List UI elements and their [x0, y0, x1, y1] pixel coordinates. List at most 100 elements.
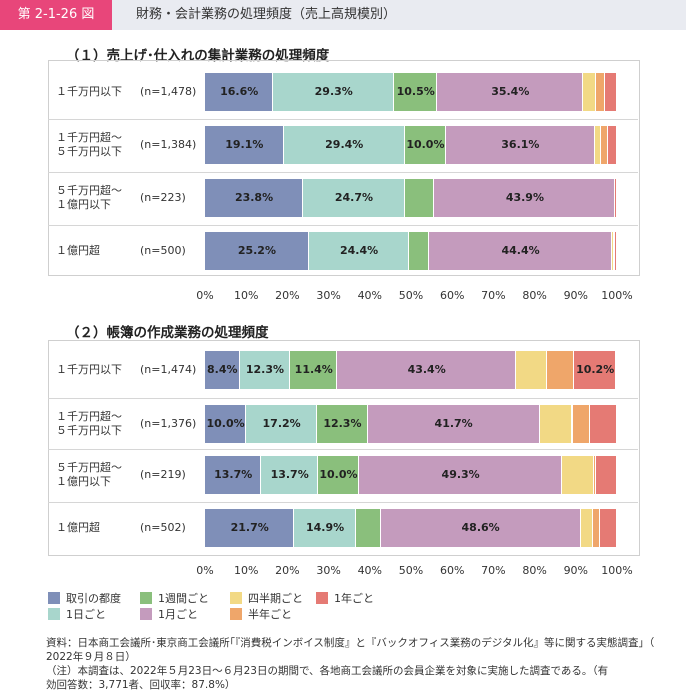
data-label: 10.2% — [576, 363, 615, 376]
legend-swatch — [316, 592, 328, 604]
x-tick-label: 80% — [522, 564, 547, 577]
sample-size-label: (n=500) — [140, 244, 186, 257]
note-line-1: （注）本調査は、2022年５月23日～６月23日の期間で、各地商工会議所の会員企… — [46, 665, 609, 677]
x-tick-label: 40% — [357, 289, 383, 302]
data-label: 44.4% — [501, 244, 540, 257]
data-label: 13.7% — [270, 468, 309, 481]
category-label: ５千万円超～ １億円以下 — [56, 184, 122, 211]
legend-label: 半年ごと — [248, 608, 292, 621]
data-label: 35.4% — [491, 85, 530, 98]
bar-segment — [294, 509, 356, 547]
legend-label: 1週間ごと — [158, 592, 209, 605]
legend-swatch — [230, 608, 242, 620]
data-label: 19.1% — [225, 138, 264, 151]
chart-frame — [48, 340, 640, 556]
data-label: 29.3% — [314, 85, 353, 98]
x-tick-label: 30% — [316, 564, 341, 577]
bar-segment — [615, 232, 617, 270]
legend-item: 1週間ごと — [140, 592, 209, 606]
category-label: １千万円以下 — [56, 363, 122, 376]
sample-size-label: (n=1,478) — [140, 85, 197, 98]
bar-segment — [600, 509, 617, 547]
legend-label: 取引の都度 — [66, 592, 121, 605]
category-label: １億円超 — [56, 244, 100, 257]
data-label: 49.3% — [441, 468, 480, 481]
bar-segment — [380, 509, 581, 547]
bar-segment — [572, 405, 590, 443]
data-label: 12.3% — [323, 417, 362, 430]
bar-segment — [290, 351, 338, 389]
x-tick-label: 20% — [275, 564, 300, 577]
data-label: 10.0% — [319, 468, 358, 481]
bar-segment — [337, 351, 517, 389]
bar-segment — [437, 73, 584, 111]
figure-number-badge: 第 2-1-26 図 — [0, 0, 112, 30]
legend-item: 半年ごと — [230, 608, 292, 622]
source-line-2: 2022年９月８日） — [46, 651, 136, 663]
legend-label: 1月ごと — [158, 608, 198, 621]
bar-segment — [596, 456, 617, 494]
data-label: 10.0% — [406, 138, 445, 151]
row-separator — [48, 449, 638, 450]
bar-segment — [546, 351, 575, 389]
bar-segment — [246, 405, 318, 443]
data-label: 23.8% — [234, 191, 274, 204]
sample-size-label: (n=502) — [140, 521, 186, 534]
bar-segment — [205, 405, 247, 443]
data-label: 16.6% — [220, 85, 259, 98]
data-label: 21.7% — [230, 521, 269, 534]
x-tick-label: 100% — [601, 289, 633, 302]
x-tick-label: 0% — [196, 564, 214, 577]
bar-segment — [205, 351, 240, 389]
x-tick-label: 50% — [398, 289, 424, 302]
data-label: 24.4% — [339, 244, 379, 257]
bar-segment — [317, 456, 360, 494]
bar-segment — [205, 179, 304, 217]
data-label: 12.3% — [245, 363, 285, 376]
bar-segment — [273, 73, 395, 111]
bar-segment — [589, 405, 617, 443]
legend-swatch — [140, 608, 152, 620]
legend-label: 1年ごと — [334, 592, 374, 605]
x-tick-label: 10% — [233, 564, 259, 577]
bar-segment — [446, 126, 595, 164]
bar-segment — [608, 126, 617, 164]
bar-segment — [516, 351, 547, 389]
sample-size-label: (n=1,376) — [140, 417, 197, 430]
legend-swatch — [140, 592, 152, 604]
data-label: 36.1% — [501, 138, 540, 151]
bar-segment — [580, 509, 594, 547]
sample-size-label: (n=1,384) — [140, 138, 197, 151]
row-separator — [48, 172, 638, 173]
bar-segment — [303, 179, 405, 217]
legend-item: 四半期ごと — [230, 592, 303, 606]
data-label: 14.9% — [305, 521, 345, 534]
x-tick-label: 70% — [481, 289, 506, 302]
bar-segment — [205, 73, 274, 111]
row-separator — [48, 225, 638, 226]
data-label: 10.0% — [206, 417, 245, 430]
sample-size-label: (n=219) — [140, 468, 186, 481]
bar-segment — [404, 126, 446, 164]
bar-segment — [593, 509, 601, 547]
bar-segment — [404, 179, 435, 217]
chart-title: （２）帳簿の作成業務の処理頻度 — [66, 325, 269, 341]
source-line-1: 資料：日本商工会議所･東京商工会議所｢『消費税インボイス制度』と『バックオフィス… — [46, 637, 655, 649]
bar-segment — [205, 456, 262, 494]
x-tick-label: 70% — [481, 564, 506, 577]
bar-segment — [539, 405, 573, 443]
category-label: ５千万円超～ １億円以下 — [56, 461, 122, 488]
data-label: 41.7% — [434, 417, 473, 430]
data-label: 11.4% — [294, 363, 333, 376]
bar-segment — [283, 126, 405, 164]
bar-segment — [239, 351, 291, 389]
bar-segment — [615, 179, 617, 217]
bar-segment — [359, 456, 563, 494]
data-label: 10.5% — [396, 85, 435, 98]
bar-segment — [434, 179, 616, 217]
data-label: 29.4% — [325, 138, 364, 151]
bar-segment — [317, 405, 368, 443]
legend-swatch — [230, 592, 242, 604]
bar-segment — [205, 126, 284, 164]
legend-item: 1日ごと — [48, 608, 106, 622]
